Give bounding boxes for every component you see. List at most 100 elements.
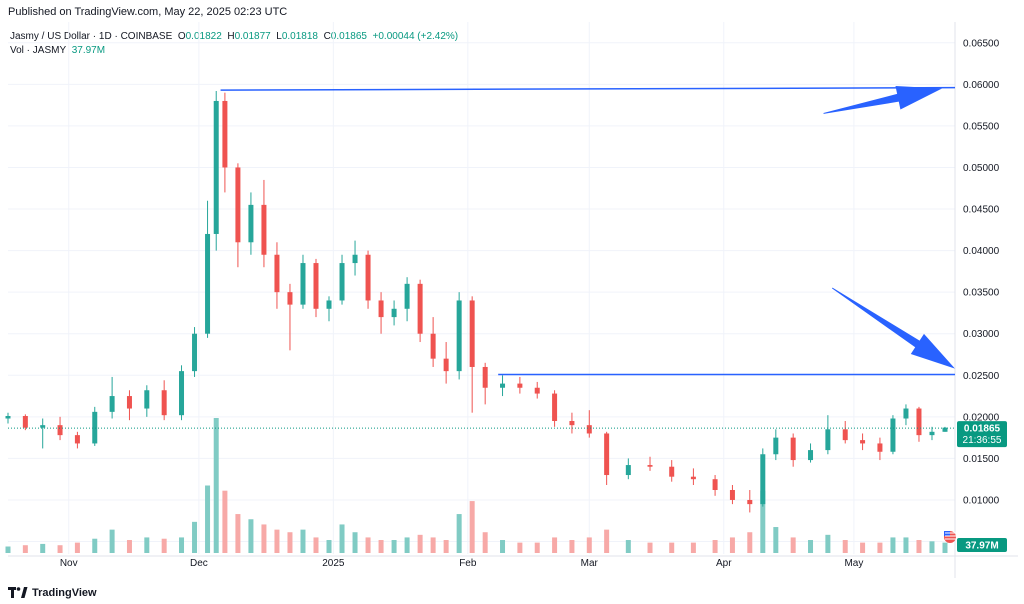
volume-bar bbox=[808, 540, 814, 553]
high-value: 0.01877 bbox=[234, 31, 271, 42]
volume-bar bbox=[365, 537, 371, 553]
candle-body bbox=[729, 489, 735, 500]
candle-body bbox=[790, 437, 796, 461]
candle-body bbox=[929, 431, 935, 436]
volume-bar bbox=[179, 537, 185, 553]
volume-bar bbox=[482, 532, 488, 553]
volume-value: 37.97M bbox=[71, 45, 106, 56]
volume-line: Vol · JASMY 37.97M bbox=[10, 44, 458, 58]
open-value: 0.01822 bbox=[185, 31, 222, 42]
volume-label[interactable]: Vol · JASMY bbox=[10, 45, 67, 56]
candle-body bbox=[647, 465, 653, 467]
candle-body bbox=[161, 390, 167, 416]
candle-body bbox=[213, 100, 219, 234]
volume-bar bbox=[161, 538, 167, 553]
volume-bar bbox=[500, 540, 506, 553]
candle-body bbox=[604, 433, 610, 476]
volume-bar bbox=[773, 527, 779, 553]
candle-body bbox=[235, 167, 241, 243]
candle-body bbox=[313, 263, 319, 309]
volume-bar bbox=[126, 540, 132, 553]
volume-tag bbox=[957, 538, 1007, 552]
candle-body bbox=[747, 499, 753, 505]
y-tick-label: 0.01000 bbox=[963, 495, 1000, 506]
volume-bar bbox=[890, 537, 896, 553]
drawn-arrow[interactable] bbox=[823, 86, 942, 114]
candle-body bbox=[916, 408, 922, 436]
candle-body bbox=[586, 425, 592, 434]
candle-body bbox=[352, 254, 358, 264]
candle-body bbox=[248, 204, 254, 243]
last-price-label: 0.01865 bbox=[964, 424, 1001, 435]
volume-bar bbox=[287, 532, 293, 553]
y-tick-label: 0.02000 bbox=[963, 412, 1000, 423]
tradingview-logo-icon[interactable] bbox=[8, 587, 28, 599]
y-tick-label: 0.05500 bbox=[963, 121, 1000, 132]
volume-bar bbox=[205, 485, 211, 553]
candle-body bbox=[222, 100, 228, 168]
chart-legend: Jasmy / US Dollar · 1D · COINBASE O0.018… bbox=[10, 30, 458, 58]
volume-bar bbox=[760, 490, 766, 553]
y-tick-label: 0.01500 bbox=[963, 454, 1000, 465]
volume-bar bbox=[5, 546, 11, 553]
y-tick-label: 0.04500 bbox=[963, 205, 1000, 216]
y-tick-label: 0.04000 bbox=[963, 246, 1000, 257]
y-tick-label: 0.05000 bbox=[963, 163, 1000, 174]
candle-body bbox=[808, 450, 814, 461]
countdown-label: 21:36:55 bbox=[963, 435, 1002, 446]
volume-bar bbox=[92, 538, 98, 553]
close-value: 0.01865 bbox=[330, 31, 367, 42]
candle-body bbox=[404, 283, 410, 309]
candle-body bbox=[74, 435, 80, 444]
volume-bar bbox=[192, 521, 198, 553]
x-tick-label: Feb bbox=[459, 558, 477, 569]
x-tick-label: Dec bbox=[190, 558, 208, 569]
y-tick-label: 0.03500 bbox=[963, 288, 1000, 299]
volume-bar bbox=[569, 540, 575, 553]
candle-body bbox=[326, 300, 332, 309]
drawn-horizontal-line[interactable] bbox=[220, 86, 956, 91]
volume-bar bbox=[144, 537, 150, 553]
published-notice: Published on TradingView.com, May 22, 20… bbox=[8, 6, 288, 18]
drawn-arrow[interactable] bbox=[831, 287, 955, 369]
candle-body bbox=[773, 437, 779, 455]
volume-bar bbox=[235, 514, 241, 553]
y-tick-label: 0.03000 bbox=[963, 329, 1000, 340]
volume-bar bbox=[729, 537, 735, 553]
candle-body bbox=[552, 393, 558, 421]
volume-bar bbox=[74, 542, 80, 553]
candle-body bbox=[942, 427, 948, 432]
low-label: L bbox=[276, 31, 282, 42]
volume-bar bbox=[916, 540, 922, 553]
footer-brand[interactable]: TradingView bbox=[32, 587, 97, 599]
candle-body bbox=[669, 466, 675, 477]
candle-body bbox=[712, 479, 718, 490]
x-tick-label: Apr bbox=[716, 558, 732, 569]
candle-body bbox=[300, 263, 306, 305]
y-tick-label: 0.06500 bbox=[963, 38, 1000, 49]
volume-bar bbox=[40, 543, 46, 553]
x-tick-label: Nov bbox=[60, 558, 78, 569]
candle-body bbox=[430, 333, 436, 359]
candle-body bbox=[860, 440, 866, 444]
volume-bar bbox=[417, 534, 423, 553]
open-label: O bbox=[177, 31, 186, 42]
candle-body bbox=[877, 443, 883, 452]
y-tick-label: 0.02500 bbox=[963, 371, 1000, 382]
change-value: +0.00044 (+2.42%) bbox=[372, 31, 459, 42]
candle-body bbox=[456, 300, 462, 372]
volume-bar bbox=[222, 490, 228, 553]
candle-body bbox=[339, 263, 345, 301]
symbol-label[interactable]: Jasmy / US Dollar · 1D · COINBASE bbox=[10, 31, 173, 42]
candle-body bbox=[126, 396, 132, 409]
candle-body bbox=[534, 387, 540, 394]
volume-bar bbox=[690, 542, 696, 553]
candle-body bbox=[842, 429, 848, 441]
volume-bar bbox=[647, 542, 653, 553]
volume-bar bbox=[109, 529, 115, 553]
candle-body bbox=[500, 383, 506, 388]
candle-body bbox=[443, 358, 449, 372]
volume-tag-label: 37.97M bbox=[965, 541, 998, 552]
volume-bar bbox=[669, 542, 675, 553]
